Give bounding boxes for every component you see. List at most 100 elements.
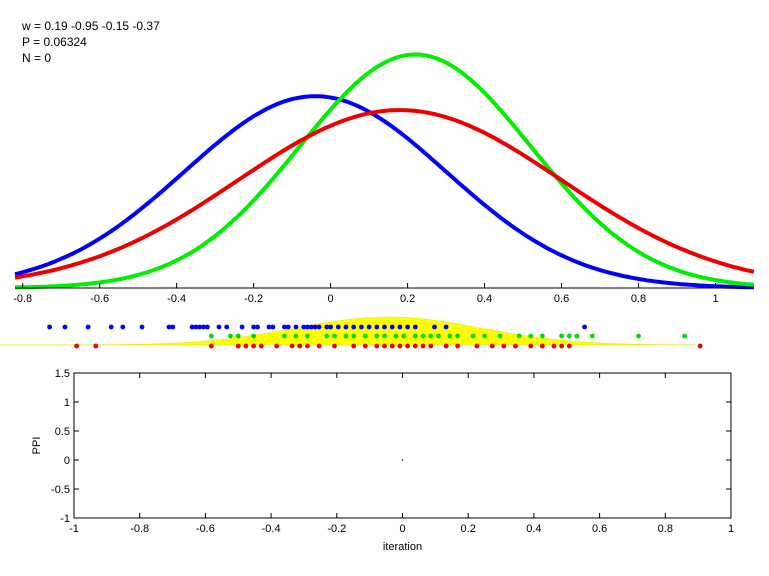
blue-sample-point xyxy=(239,324,245,330)
red-sample-point xyxy=(443,343,449,349)
blue-sample-point xyxy=(582,324,587,330)
x-tick-label: 0.8 xyxy=(658,523,673,535)
blue-sample-point xyxy=(205,324,210,330)
red-sample-point xyxy=(74,343,79,349)
weights-text: w = 0.19 -0.95 -0.15 -0.37 xyxy=(21,19,160,33)
x-tick-label: -0.6 xyxy=(196,523,215,535)
green-sample-point xyxy=(482,333,487,339)
green-sample-point xyxy=(374,333,380,339)
x-tick-label: -0.4 xyxy=(167,293,186,305)
red-sample-point xyxy=(93,343,99,349)
blue-sample-point xyxy=(139,324,145,330)
x-tick-label: 0 xyxy=(399,523,405,535)
series-line-3 xyxy=(14,108,755,280)
blue-sample-point xyxy=(389,324,395,330)
green-sample-point xyxy=(343,333,349,339)
blue-sample-point xyxy=(405,324,410,330)
y-tick-label: -1 xyxy=(60,513,70,525)
red-sample-point xyxy=(316,343,322,349)
blue-sample-point xyxy=(120,324,126,330)
red-sample-point xyxy=(539,343,545,349)
sample-strip xyxy=(0,316,703,349)
red-sample-point xyxy=(551,343,557,349)
green-sample-point xyxy=(235,333,241,339)
green-sample-point xyxy=(636,333,641,339)
red-sample-point xyxy=(501,343,507,349)
blue-sample-point xyxy=(189,324,195,330)
y-tick-label: -0.5 xyxy=(51,484,70,496)
x-tick-label: -0.2 xyxy=(327,523,346,535)
green-sample-point xyxy=(305,333,310,339)
blue-sample-point xyxy=(397,324,403,330)
red-sample-point xyxy=(235,343,241,349)
data-point xyxy=(401,459,404,461)
green-sample-point xyxy=(566,333,572,339)
blue-sample-point xyxy=(343,324,349,330)
red-sample-point xyxy=(208,343,214,349)
green-sample-point xyxy=(393,333,399,339)
green-sample-point xyxy=(228,333,233,339)
x-tick-label: 0.4 xyxy=(477,293,492,305)
blue-sample-point xyxy=(85,324,91,330)
plot-frame xyxy=(73,372,732,519)
green-sample-point xyxy=(208,333,214,339)
blue-sample-point xyxy=(266,324,272,330)
x-tick-label: 0.8 xyxy=(631,293,646,305)
x-tick-label: -0.2 xyxy=(244,293,263,305)
blue-sample-point xyxy=(305,324,310,330)
y-tick-label: 0 xyxy=(64,455,70,467)
red-sample-point xyxy=(489,343,495,349)
blue-sample-point xyxy=(412,324,418,330)
green-sample-point xyxy=(401,333,407,339)
red-sample-point xyxy=(389,343,395,349)
x-tick-label: 0.4 xyxy=(526,523,541,535)
x-tick-label: 0.2 xyxy=(461,523,476,535)
green-sample-point xyxy=(528,333,534,339)
blue-sample-point xyxy=(312,324,318,330)
blue-sample-point xyxy=(170,324,176,330)
green-sample-point xyxy=(559,333,564,339)
x-tick-label: 1 xyxy=(712,293,718,305)
red-sample-point xyxy=(297,343,303,349)
red-sample-point xyxy=(374,343,380,349)
y-tick-label: 0.5 xyxy=(55,426,70,438)
green-sample-point xyxy=(332,333,337,339)
x-tick-label: -0.4 xyxy=(262,523,281,535)
blue-sample-point xyxy=(270,324,276,330)
green-sample-point xyxy=(574,333,580,339)
blue-sample-point xyxy=(309,324,314,330)
red-sample-point xyxy=(251,343,256,349)
blue-sample-point xyxy=(216,324,222,330)
green-sample-point xyxy=(436,333,441,339)
green-sample-point xyxy=(412,333,418,339)
blue-sample-point xyxy=(166,324,172,330)
green-sample-point xyxy=(293,333,299,339)
red-sample-point xyxy=(420,343,426,349)
red-sample-point xyxy=(397,343,403,349)
blue-sample-point xyxy=(47,324,52,330)
red-sample-point xyxy=(566,343,572,349)
blue-sample-point xyxy=(301,324,307,330)
blue-sample-point xyxy=(255,324,260,330)
green-sample-point xyxy=(516,333,522,339)
green-sample-point xyxy=(382,333,387,339)
blue-sample-point xyxy=(201,324,207,330)
red-sample-point xyxy=(412,343,418,349)
red-sample-point xyxy=(289,343,295,349)
red-sample-point xyxy=(305,343,310,349)
blue-sample-point xyxy=(293,324,299,330)
green-sample-point xyxy=(682,333,688,339)
ppi-chart: -1 -0.8 -0.6 -0.4 -0.2 0 0.2 0.4 0.6 0.8 1 -1 -0.5 0 0… xyxy=(31,368,734,553)
green-sample-point xyxy=(455,333,460,339)
x-tick-label: -1 xyxy=(69,523,79,535)
y-tick-label: 1.5 xyxy=(55,368,70,380)
red-sample-point xyxy=(351,343,357,349)
x-tick-label: 0.6 xyxy=(554,293,569,305)
blue-sample-point xyxy=(432,324,437,330)
red-sample-point xyxy=(513,343,518,349)
blue-sample-point xyxy=(443,324,449,330)
green-sample-point xyxy=(470,333,476,339)
green-sample-point xyxy=(351,333,357,339)
blue-sample-point xyxy=(351,324,357,330)
